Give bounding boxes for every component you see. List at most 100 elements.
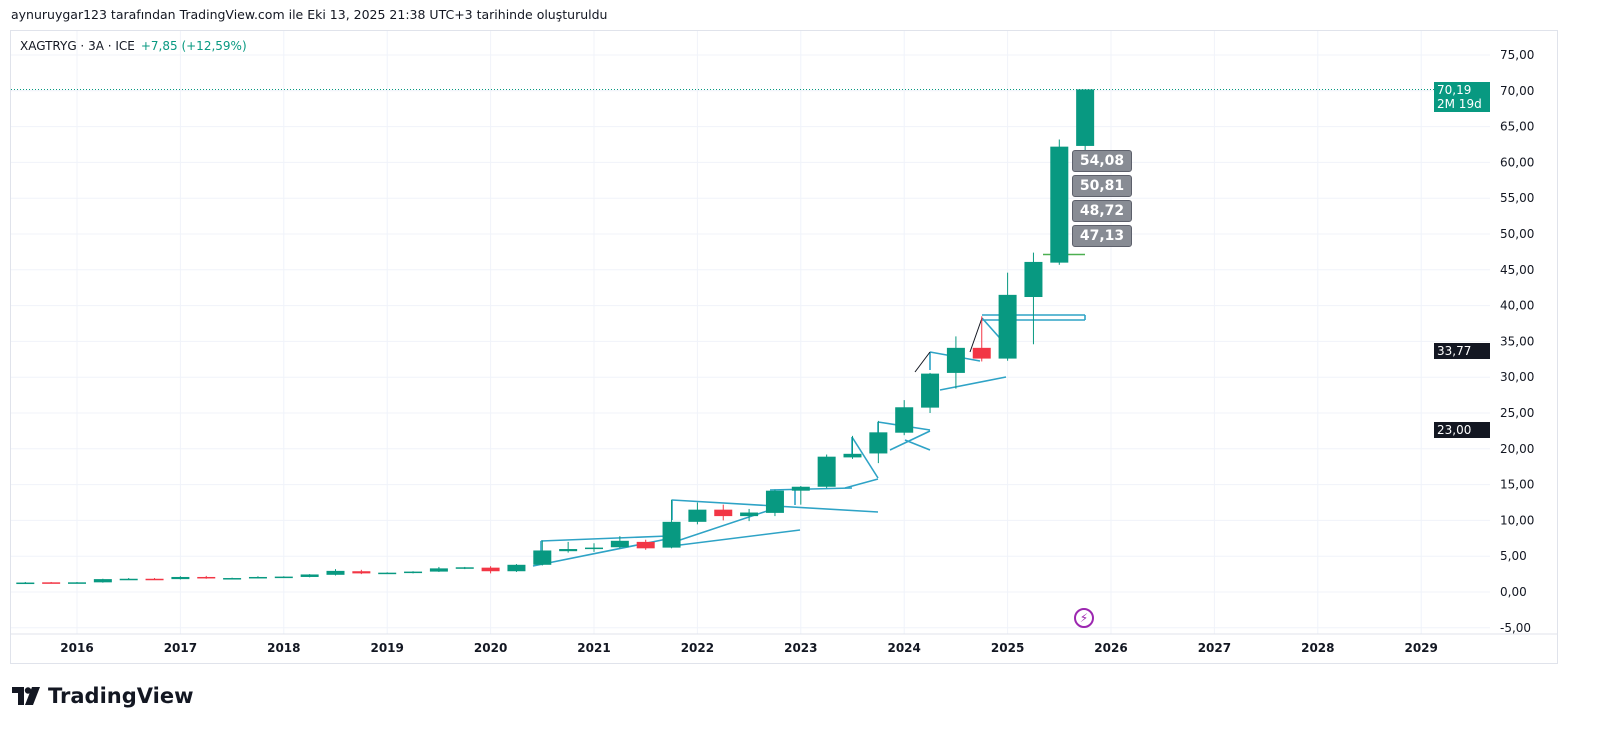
candle	[378, 572, 397, 575]
candle-body	[326, 570, 345, 575]
lightning-event-icon[interactable]: ⚡	[1074, 608, 1094, 628]
candle	[533, 540, 552, 566]
price-tick-label: 50,00	[1500, 227, 1534, 241]
price-tick-label: 60,00	[1500, 155, 1534, 169]
year-tick-label: 2019	[370, 641, 403, 655]
chart-frame[interactable]	[10, 30, 1558, 664]
price-tick-label: 70,00	[1500, 84, 1534, 98]
candle	[817, 454, 836, 489]
candle-body	[68, 582, 86, 584]
candle-body	[429, 568, 448, 572]
year-tick-label: 2017	[164, 641, 197, 655]
candle-body	[895, 407, 914, 433]
candle-body	[869, 432, 888, 454]
price-tick-label: 65,00	[1500, 120, 1534, 134]
grid	[11, 31, 1557, 635]
price-tick-label: 25,00	[1500, 406, 1534, 420]
candle	[68, 581, 86, 584]
candle	[740, 508, 759, 522]
trend-line-drawing	[851, 436, 879, 479]
tradingview-logo[interactable]: TradingView	[12, 684, 193, 708]
year-tick-label: 2022	[681, 641, 714, 655]
price-tick-label: 10,00	[1500, 513, 1534, 527]
candle	[429, 566, 448, 572]
candle	[171, 576, 190, 580]
candle	[895, 400, 914, 436]
candle-body	[223, 578, 242, 580]
candle-body	[946, 347, 965, 373]
candle	[93, 578, 112, 583]
candle-body	[972, 347, 991, 359]
time-axis: 2016 2017 2018 2019 2020 2021 2022 2023 2024 2025…	[60, 641, 1438, 655]
year-tick-label: 2016	[60, 641, 93, 655]
candle	[714, 504, 733, 521]
candle	[16, 581, 35, 585]
candle-body	[533, 550, 552, 565]
trend-line-drawing	[889, 430, 931, 451]
candle-body	[1076, 89, 1095, 146]
candle	[869, 420, 888, 464]
candle	[300, 574, 319, 578]
price-tick-label: 5,00	[1500, 549, 1527, 563]
year-tick-label: 2018	[267, 641, 300, 655]
year-tick-label: 2029	[1404, 641, 1437, 655]
symbol-label: XAGTRYG · 3A · ICE	[20, 39, 135, 53]
candle-body	[998, 294, 1017, 359]
candle	[326, 569, 345, 576]
trend-line-drawing	[769, 487, 853, 491]
year-tick-label: 2027	[1198, 641, 1231, 655]
price-tick-label: 0,00	[1500, 585, 1527, 599]
price-tick-label: 45,00	[1500, 263, 1534, 277]
candle	[481, 566, 500, 574]
trend-line-drawing	[844, 478, 879, 489]
price-tick-label: 55,00	[1500, 191, 1534, 205]
candle	[636, 539, 655, 550]
candle	[507, 564, 526, 572]
price-callout[interactable]: 54,08	[1072, 150, 1132, 172]
candle	[404, 571, 423, 574]
candle-body	[93, 579, 112, 583]
last-price: 70,19	[1437, 83, 1472, 97]
price-tick-label: -5,00	[1500, 621, 1531, 635]
candle-body	[585, 547, 603, 550]
price-axis: 75,00 70,00 65,00 60,00 55,00 50,00 45,00 40,00…	[1500, 48, 1534, 635]
candle-body	[843, 453, 862, 458]
candle	[119, 578, 138, 581]
candle-body	[507, 564, 526, 572]
candle	[248, 576, 267, 579]
price-callout[interactable]: 47,13	[1072, 225, 1132, 247]
price-tick-label: 35,00	[1500, 334, 1534, 348]
candle-body	[921, 373, 940, 408]
candle	[1076, 89, 1095, 152]
candle-body	[610, 540, 629, 548]
year-tick-label: 2021	[577, 641, 610, 655]
candle-body	[636, 541, 655, 549]
candle-body	[42, 582, 61, 584]
candle-body	[300, 574, 319, 577]
candle-body	[145, 578, 164, 581]
year-tick-label: 2028	[1301, 641, 1334, 655]
candle-body	[248, 576, 267, 579]
candle	[223, 577, 242, 580]
price-tick-label: 30,00	[1500, 370, 1534, 384]
symbol-legend[interactable]: XAGTRYG · 3A · ICE +7,85 (+12,59%)	[20, 39, 247, 53]
candle-body	[688, 509, 707, 522]
candle	[946, 336, 965, 389]
candle-body	[16, 582, 35, 585]
price-callout[interactable]: 48,72	[1072, 200, 1132, 222]
price-callout[interactable]: 50,81	[1072, 175, 1132, 197]
level-tag-1: 33,77	[1434, 343, 1490, 359]
year-tick-label: 2023	[784, 641, 817, 655]
last-price-tag: 70,19 2M 19d	[1434, 82, 1490, 112]
price-tick-label: 20,00	[1500, 442, 1534, 456]
candle-body	[378, 572, 397, 575]
candle-body	[1050, 146, 1069, 263]
candle	[352, 569, 371, 575]
trend-line-drawing	[904, 439, 931, 451]
change-label: +7,85 (+12,59%)	[140, 39, 247, 53]
candle	[145, 578, 164, 581]
candle	[921, 372, 940, 413]
year-tick-label: 2026	[1094, 641, 1127, 655]
year-tick-label: 2025	[991, 641, 1024, 655]
